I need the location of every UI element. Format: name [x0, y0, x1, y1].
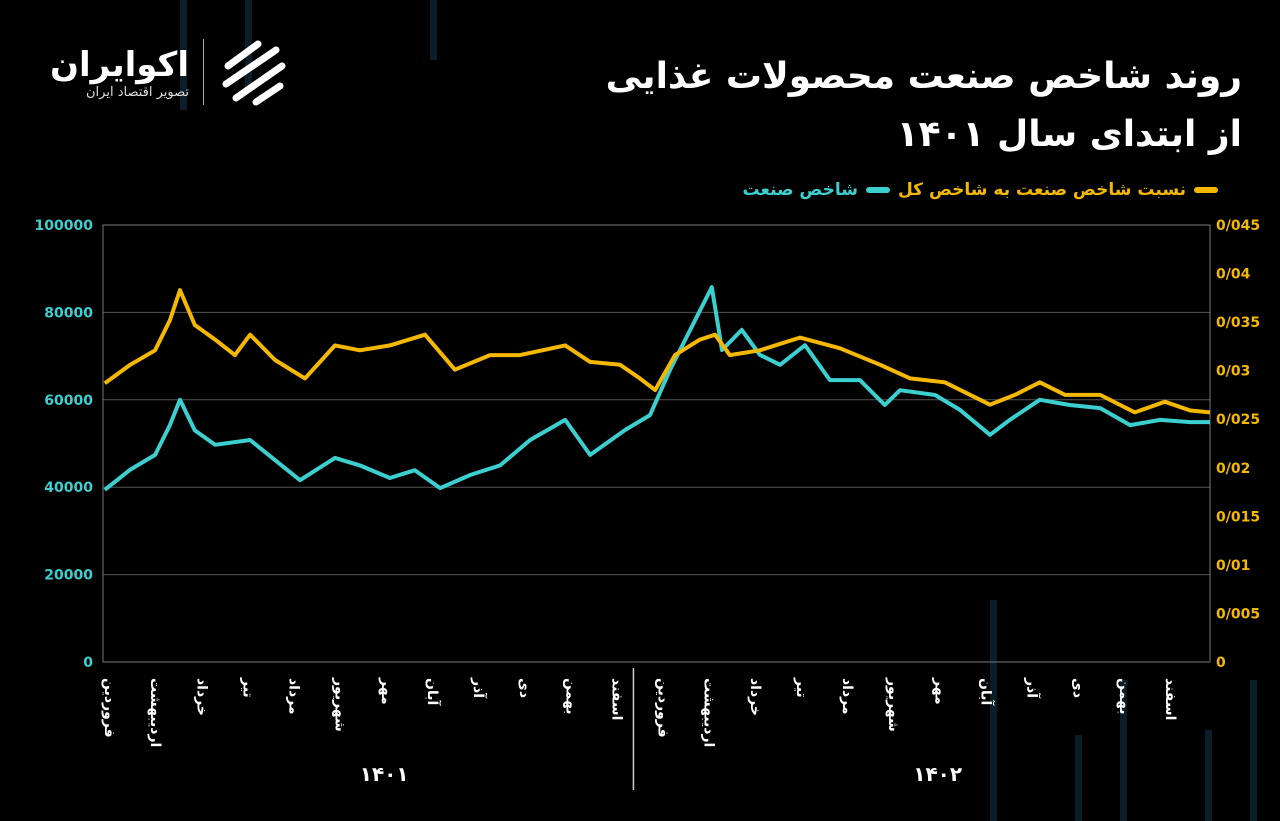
month-label: شهریور — [885, 678, 902, 732]
month-label: مهر — [931, 678, 948, 705]
right-tick-label: 0/015 — [1216, 509, 1260, 525]
series-line-industry-index — [103, 285, 1210, 492]
logo-mark-icon — [222, 40, 286, 106]
logo-divider — [203, 39, 204, 105]
month-label: اسفند — [1161, 678, 1178, 721]
right-tick-label: 0/02 — [1216, 461, 1250, 477]
legend-swatch-index — [865, 187, 890, 193]
month-label: شهریور — [331, 678, 348, 732]
right-tick-label: 0/035 — [1216, 315, 1260, 331]
month-label: مهر — [377, 678, 394, 705]
left-tick-label: 80000 — [44, 305, 93, 321]
month-label: خرداد — [193, 678, 210, 716]
legend-label-ratio: نسبت شاخص صنعت به شاخص کل — [897, 180, 1186, 200]
month-label: اسفند — [608, 678, 625, 721]
left-tick-label: 0 — [83, 655, 93, 671]
month-label: دی — [1069, 678, 1086, 699]
month-label: اردیبهشت — [700, 678, 717, 748]
month-label: اردیبهشت — [147, 678, 164, 748]
title-line-2: از ابتدای سال ۱۴۰۱ — [896, 114, 1242, 155]
left-tick-label: 60000 — [44, 393, 93, 409]
right-tick-label: 0/03 — [1216, 364, 1250, 380]
month-label: تیر — [239, 678, 256, 698]
month-label: آذر — [1023, 678, 1040, 699]
right-tick-label: 0/025 — [1216, 412, 1260, 428]
month-label: بهمن — [562, 678, 579, 715]
legend: نسبت شاخص صنعت به شاخص کل شاخص صنعت — [743, 180, 1218, 200]
month-label: آذر — [470, 678, 486, 699]
legend-label-index: شاخص صنعت — [742, 180, 858, 200]
left-tick-label: 100000 — [35, 218, 94, 234]
left-tick-label: 20000 — [44, 568, 93, 584]
month-label: دی — [516, 678, 533, 699]
right-tick-label: 0/045 — [1216, 218, 1260, 234]
right-tick-label: 0/005 — [1216, 606, 1260, 622]
month-label: تیر — [792, 678, 809, 698]
logo-name: اکوایران — [50, 44, 189, 85]
month-label: آبان — [977, 678, 994, 706]
right-tick-label: 0 — [1216, 655, 1226, 671]
logo-subtitle: تصویر اقتصاد ایران — [86, 84, 189, 100]
logo: اکوایران تصویر اقتصاد ایران — [50, 36, 290, 108]
month-label: فروردین — [101, 678, 117, 738]
year-label: ۱۴۰۱ — [359, 762, 409, 786]
month-label: مرداد — [285, 678, 302, 715]
plot-frame — [102, 224, 1211, 663]
month-label: بهمن — [1115, 678, 1132, 715]
right-tick-label: 0/01 — [1216, 558, 1250, 574]
legend-swatch-ratio — [1194, 187, 1218, 193]
month-label: خرداد — [746, 678, 763, 716]
year-label: ۱۴۰۲ — [913, 762, 963, 786]
chart-title: روند شاخص صنعت محصولات غذایی از ابتدای س… — [606, 48, 1242, 164]
title-line-1: روند شاخص صنعت محصولات غذایی — [605, 56, 1242, 97]
month-label: فروردین — [654, 678, 671, 738]
month-label: آبان — [423, 678, 440, 706]
left-tick-label: 40000 — [44, 480, 93, 496]
series-line-ratio — [103, 288, 1211, 415]
month-label: مرداد — [839, 678, 855, 715]
right-tick-label: 0/04 — [1216, 267, 1251, 283]
